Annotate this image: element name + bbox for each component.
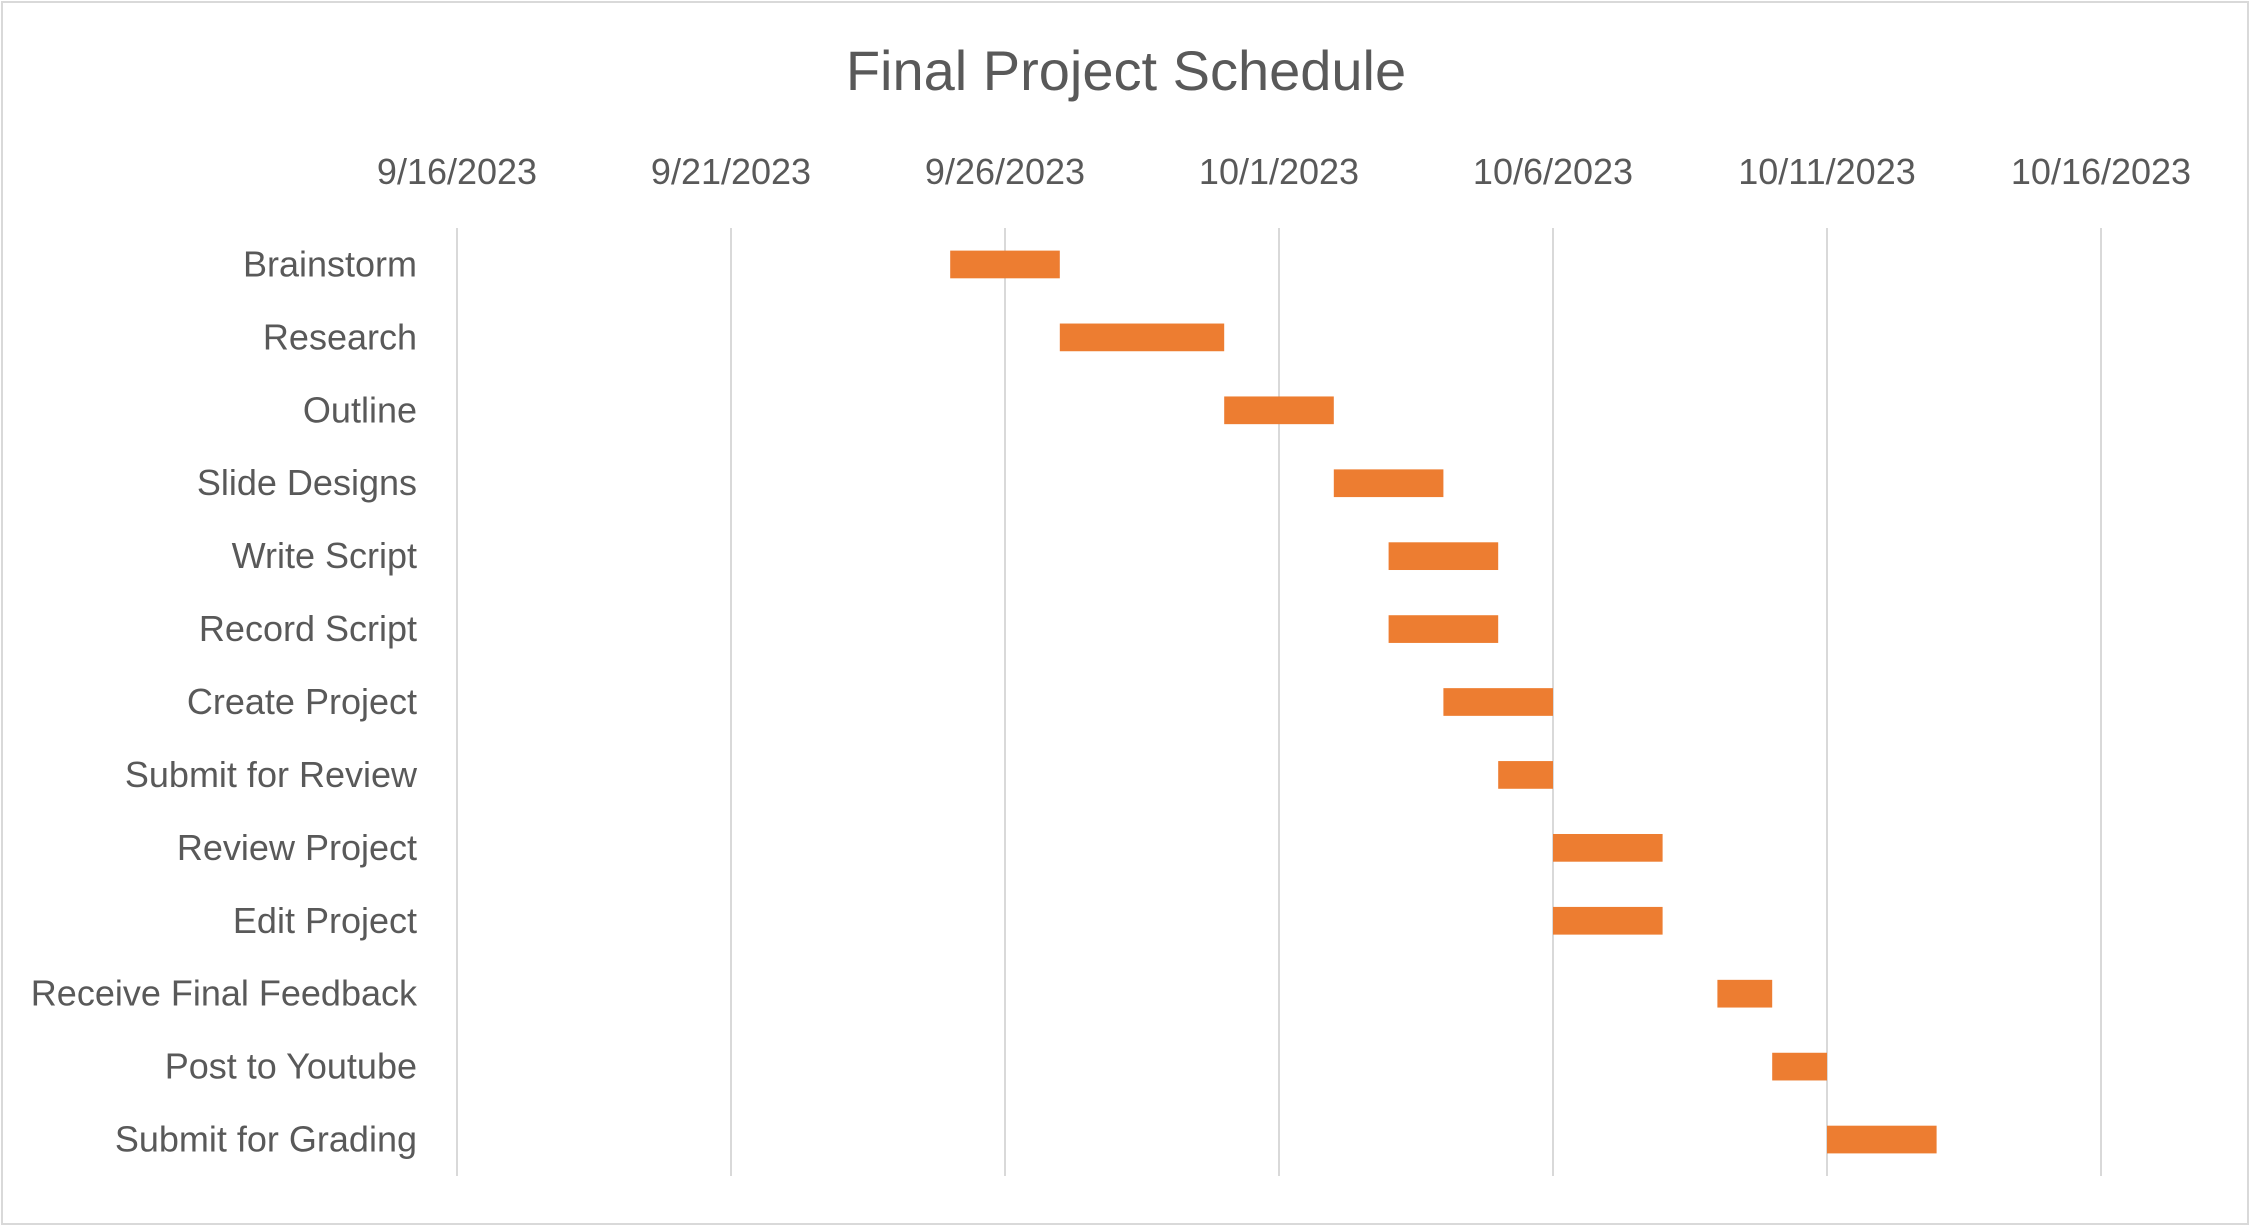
x-tick-label: 10/16/2023 (2011, 151, 2191, 192)
chart-title: Final Project Schedule (845, 39, 1407, 102)
x-tick-label: 9/16/2023 (377, 151, 537, 192)
bar-post-to-youtube (1772, 1052, 1827, 1081)
category-label: Edit Project (233, 900, 417, 941)
category-label: Write Script (232, 535, 417, 576)
category-label: Slide Designs (197, 462, 417, 503)
category-label: Post to Youtube (165, 1046, 417, 1087)
category-label: Review Project (177, 827, 417, 868)
bar-edit-project (1553, 906, 1663, 935)
bar-submit-for-review (1498, 761, 1553, 789)
category-label: Submit for Review (125, 754, 418, 795)
bar-receive-final-feedback (1717, 979, 1773, 1008)
gridlines (456, 228, 2102, 1176)
x-tick-label: 9/26/2023 (925, 151, 1085, 192)
bar-write-script (1388, 542, 1499, 571)
category-label: Create Project (187, 681, 417, 722)
bar-submit-for-grading (1827, 1125, 1937, 1154)
x-axis-ticks: 9/16/2023 9/21/2023 9/26/2023 10/1/2023 10/6… (377, 151, 2191, 192)
bar-create-project (1443, 688, 1553, 716)
category-label: Research (263, 316, 417, 357)
category-label: Outline (303, 389, 417, 430)
bar-outline (1224, 396, 1334, 425)
category-labels: Brainstorm Research Outline Slide Designs Wr… (31, 243, 418, 1159)
x-tick-label: 10/6/2023 (1473, 151, 1633, 192)
category-label: Submit for Grading (115, 1119, 417, 1160)
category-label: Record Script (199, 608, 417, 649)
category-label: Brainstorm (243, 243, 417, 284)
bar-slide-designs (1333, 469, 1444, 498)
x-tick-label: 9/21/2023 (651, 151, 811, 192)
bars (950, 250, 1937, 1154)
x-tick-label: 10/11/2023 (1738, 151, 1916, 192)
bar-research (1059, 323, 1225, 352)
bar-record-script (1388, 615, 1499, 643)
x-tick-label: 10/1/2023 (1199, 151, 1359, 192)
bar-brainstorm (950, 250, 1060, 279)
bar-review-project (1553, 833, 1663, 862)
category-label: Receive Final Feedback (31, 973, 418, 1014)
